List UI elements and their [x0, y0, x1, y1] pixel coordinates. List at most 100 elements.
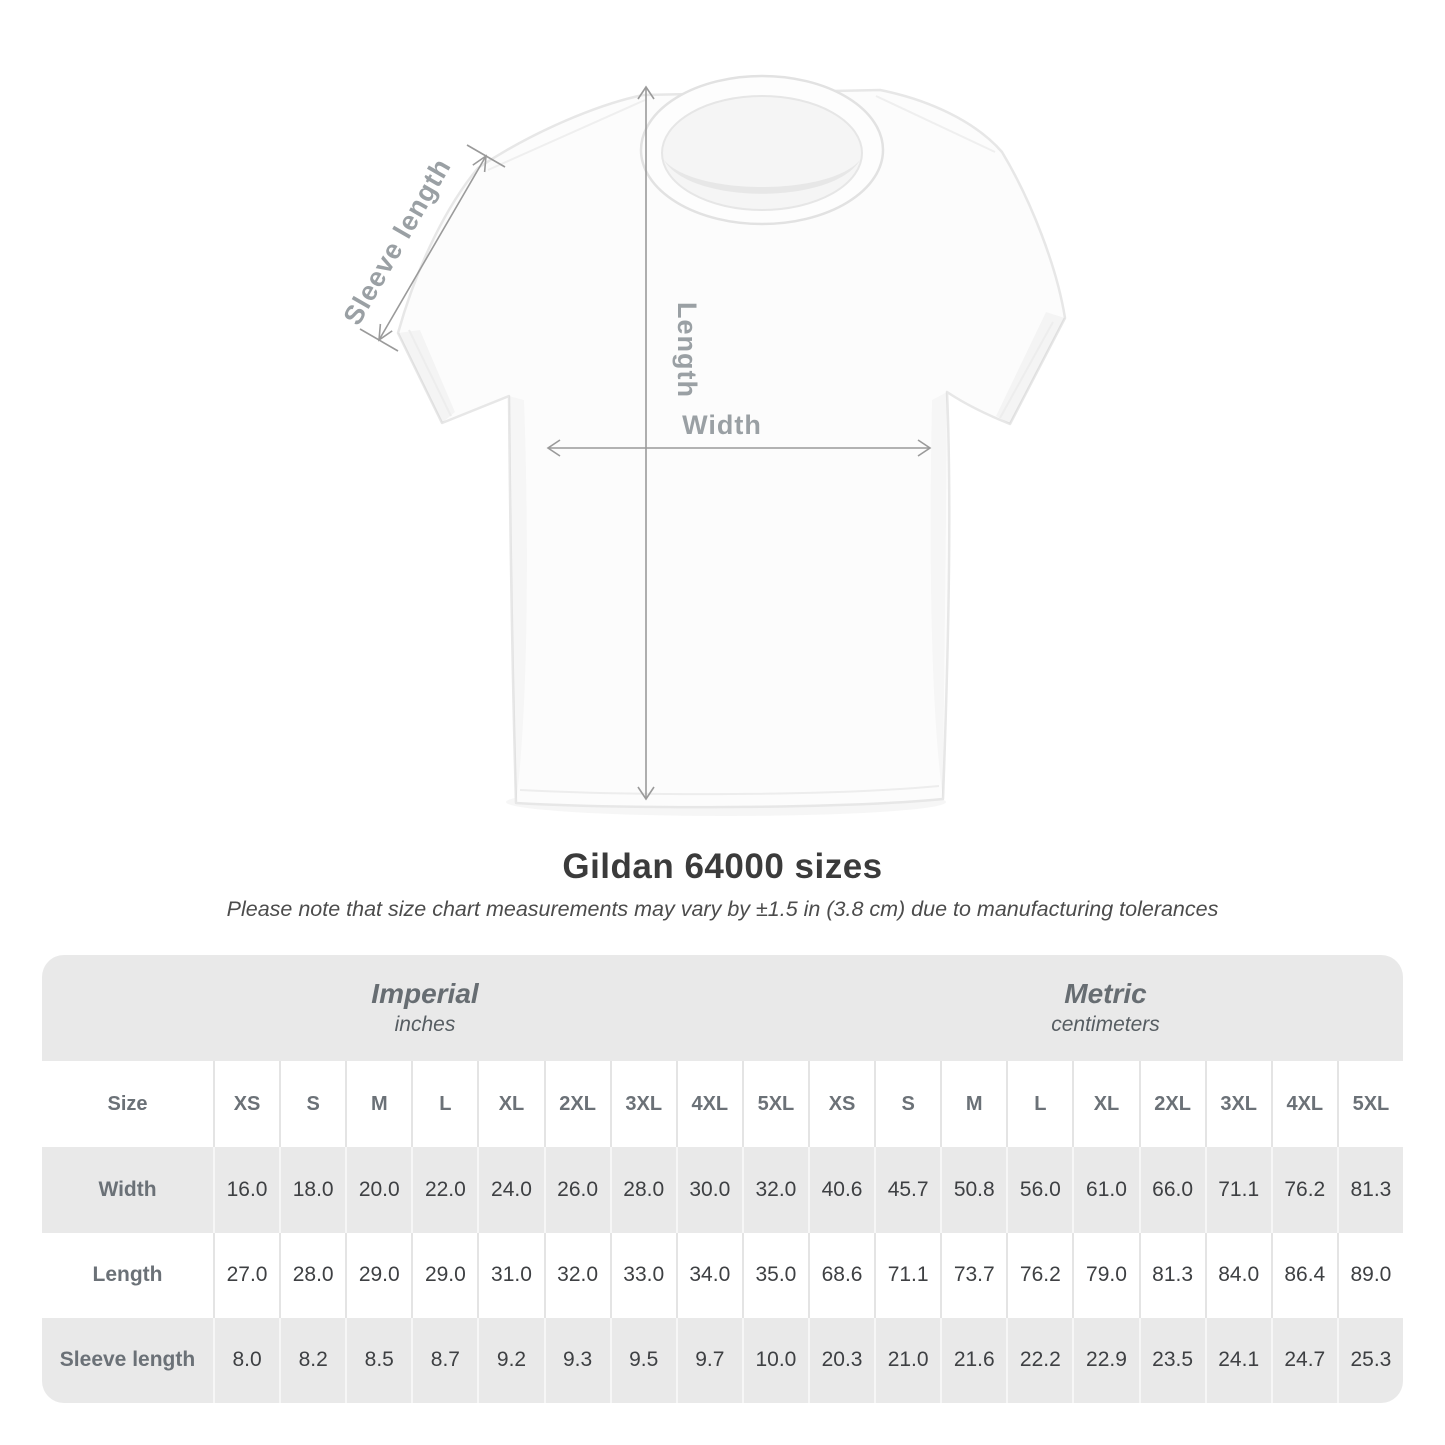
table-cell: 79.0 — [1072, 1232, 1139, 1318]
table-cell: 45.7 — [874, 1147, 941, 1233]
table-cell: 22.9 — [1072, 1317, 1139, 1403]
table-cell: 29.0 — [411, 1232, 478, 1318]
row-label: Width — [42, 1147, 213, 1233]
size-col-header: 4XL — [675, 1061, 742, 1148]
table-cell: 33.0 — [609, 1232, 676, 1318]
table-cell: 25.3 — [1336, 1317, 1403, 1403]
size-col-header: S — [874, 1061, 941, 1148]
page-title: Gildan 64000 sizes — [562, 847, 883, 886]
size-col-header: 2XL — [1138, 1061, 1205, 1148]
table-row-sleeve-length: Sleeve length 8.0 8.2 8.5 8.7 9.2 9.3 9.… — [42, 1317, 1403, 1403]
tshirt-measurement-diagram: Sleeve length Length Width — [337, 74, 1067, 809]
imperial-section-header: Imperial inches — [42, 955, 808, 1062]
size-col-header: S — [279, 1061, 346, 1148]
table-cell: 9.5 — [609, 1317, 676, 1403]
size-col-header: L — [411, 1061, 478, 1148]
shoulder-seam-right — [875, 95, 996, 153]
table-cell: 20.0 — [345, 1147, 412, 1233]
table-cell: 40.6 — [807, 1147, 875, 1233]
table-cell: 27.0 — [213, 1232, 280, 1318]
table-cell: 61.0 — [1072, 1147, 1139, 1233]
size-col-header: 4XL — [1270, 1061, 1337, 1148]
size-col-header: XS — [213, 1061, 280, 1148]
table-cell: 31.0 — [477, 1232, 544, 1318]
sleeve-seam-right — [999, 321, 1054, 419]
table-cell: 8.0 — [213, 1317, 280, 1403]
table-cell: 68.6 — [807, 1232, 875, 1318]
table-cell: 86.4 — [1270, 1232, 1337, 1318]
table-cell: 9.2 — [477, 1317, 544, 1403]
table-cell: 81.3 — [1138, 1232, 1205, 1318]
row-label: Length — [42, 1232, 213, 1318]
size-header-row: Size XS S M L XL 2XL 3XL 4XL 5XL XS S M … — [42, 1061, 1403, 1148]
table-cell: 28.0 — [279, 1232, 346, 1318]
table-cell: 9.3 — [543, 1317, 610, 1403]
table-cell: 9.7 — [675, 1317, 742, 1403]
table-cell: 22.0 — [411, 1147, 478, 1233]
imperial-title: Imperial — [371, 978, 479, 1010]
unit-header-row: Imperial inches Metric centimeters — [42, 955, 1403, 1062]
collar-inner — [661, 95, 863, 211]
table-cell: 21.0 — [874, 1317, 941, 1403]
size-col-header: 3XL — [1204, 1061, 1271, 1148]
size-col-header: 5XL — [1336, 1061, 1403, 1148]
table-cell: 21.6 — [940, 1317, 1007, 1403]
table-cell: 10.0 — [741, 1317, 808, 1403]
length-label: Length — [672, 302, 702, 398]
sleeve-seam-left — [408, 329, 452, 417]
table-cell: 76.2 — [1270, 1147, 1337, 1233]
table-cell: 71.1 — [1204, 1147, 1271, 1233]
metric-title: Metric — [1064, 978, 1147, 1010]
size-col-header: 2XL — [543, 1061, 610, 1148]
table-cell: 24.0 — [477, 1147, 544, 1233]
shoulder-seam-left — [487, 99, 646, 171]
table-cell: 89.0 — [1336, 1232, 1403, 1318]
size-col-header: L — [1006, 1061, 1073, 1148]
table-cell: 8.5 — [345, 1317, 412, 1403]
table-cell: 35.0 — [741, 1232, 808, 1318]
table-cell: 81.3 — [1336, 1147, 1403, 1233]
table-cell: 30.0 — [675, 1147, 742, 1233]
table-cell: 8.2 — [279, 1317, 346, 1403]
table-cell: 84.0 — [1204, 1232, 1271, 1318]
table-row-width: Width 16.0 18.0 20.0 22.0 24.0 26.0 28.0… — [42, 1147, 1403, 1233]
table-cell: 24.7 — [1270, 1317, 1337, 1403]
width-arrow — [546, 439, 932, 457]
sleeve-length-arrow — [359, 144, 506, 352]
size-col-header: XS — [807, 1061, 875, 1148]
size-col-header: M — [940, 1061, 1007, 1148]
collar-inner-shadow — [664, 160, 860, 194]
size-col-header: XL — [1072, 1061, 1139, 1148]
size-col-header: M — [345, 1061, 412, 1148]
table-cell: 73.7 — [940, 1232, 1007, 1318]
table-cell: 26.0 — [543, 1147, 610, 1233]
size-table: Imperial inches Metric centimeters Size … — [42, 955, 1403, 1403]
table-cell: 22.2 — [1006, 1317, 1073, 1403]
table-cell: 24.1 — [1204, 1317, 1271, 1403]
table-cell: 20.3 — [807, 1317, 875, 1403]
table-cell: 76.2 — [1006, 1232, 1073, 1318]
table-cell: 29.0 — [345, 1232, 412, 1318]
table-cell: 32.0 — [543, 1232, 610, 1318]
table-cell: 56.0 — [1006, 1147, 1073, 1233]
table-cell: 16.0 — [213, 1147, 280, 1233]
table-cell: 18.0 — [279, 1147, 346, 1233]
size-col-header: 3XL — [609, 1061, 676, 1148]
table-cell: 66.0 — [1138, 1147, 1205, 1233]
table-cell: 28.0 — [609, 1147, 676, 1233]
table-cell: 71.1 — [874, 1232, 941, 1318]
metric-unit: centimeters — [1051, 1012, 1160, 1036]
table-cell: 23.5 — [1138, 1317, 1205, 1403]
table-row-length: Length 27.0 28.0 29.0 29.0 31.0 32.0 33.… — [42, 1232, 1403, 1318]
page-subtitle: Please note that size chart measurements… — [226, 897, 1219, 921]
bottom-hem-seam — [519, 785, 940, 796]
size-col-header: 5XL — [741, 1061, 808, 1148]
table-cell: 32.0 — [741, 1147, 808, 1233]
table-cell: 50.8 — [940, 1147, 1007, 1233]
metric-section-header: Metric centimeters — [807, 955, 1403, 1062]
table-cell: 34.0 — [675, 1232, 742, 1318]
size-col-header: XL — [477, 1061, 544, 1148]
table-cell: 8.7 — [411, 1317, 478, 1403]
width-label: Width — [682, 410, 762, 440]
